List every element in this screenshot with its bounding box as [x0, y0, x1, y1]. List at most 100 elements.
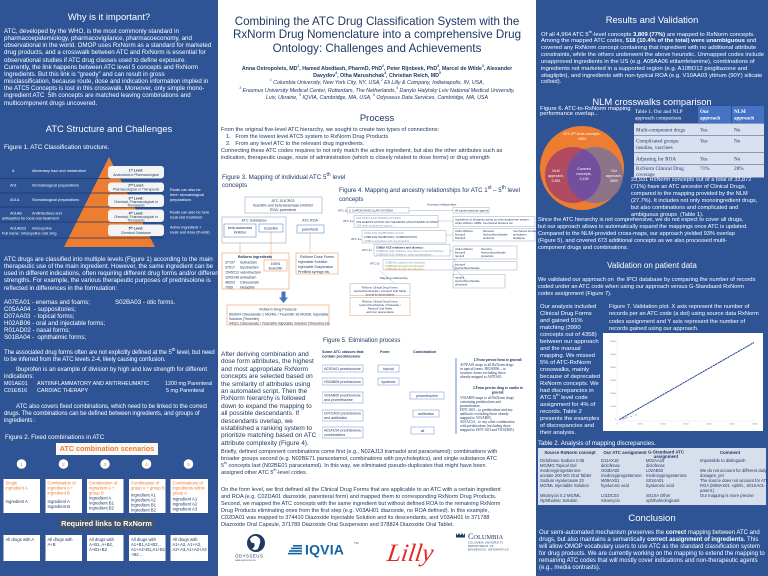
svg-text:A01AC54 prednisolone,: A01AC54 prednisolone, [324, 429, 362, 433]
svg-text:10000: 10000 [637, 424, 644, 426]
svg-text:Prefilled syringe etc.: Prefilled syringe etc. [298, 270, 330, 274]
svg-text:ticarcillin and beta-lactamase: ticarcillin and beta-lactamase inhibitor [253, 204, 314, 208]
svg-text:antibiotics: antibiotics [418, 412, 434, 416]
svg-text:here: stomatological: here: stomatological [170, 193, 204, 197]
svg-text:50000: 50000 [729, 424, 736, 426]
svg-text:10000: 10000 [610, 406, 617, 408]
svg-text:A1+A2, A1+A3,: A1+A2, A1+A3, [173, 542, 202, 547]
svg-text:group B: group B [89, 491, 104, 496]
svg-text:antiseptics for local oral tre: antiseptics for local oral treatment [2, 217, 60, 221]
svg-text:Ingredient A2: Ingredient A2 [173, 502, 198, 507]
svg-text:lisinopril: lisinopril [455, 251, 465, 255]
svg-text:felodipine: felodipine [513, 236, 525, 240]
svg-text:A01AB: A01AB [10, 212, 22, 216]
svg-text:Mitomycin 0.2 MG/ML: Mitomycin 0.2 MG/ML [540, 493, 581, 498]
svg-text:minocycline: minocycline [32, 227, 52, 231]
svg-text:M09AX01: M09AX01 [601, 478, 620, 483]
svg-text:Diuretics: Diuretics [483, 229, 494, 233]
svg-text:hyaluronic acid: hyaluronic acid [646, 483, 675, 488]
svg-text:ingredient B: ingredient B [48, 491, 71, 496]
svg-text:A01A: A01A [10, 198, 20, 202]
svg-text:Stomatological preparations: Stomatological preparations [32, 198, 79, 202]
svg-text:3rd Level:: 3rd Level: [129, 196, 144, 201]
svg-text:C09 renin-angiotensin agents .: C09 renin-angiotensin agents ... [356, 224, 396, 228]
svg-text:DEPARTMENT OF: DEPARTMENT OF [468, 544, 494, 548]
svg-text:C09A ACE INHIBITORS, PLAIN: C09A ACE INHIBITORS, PLAIN [364, 231, 404, 235]
svg-text:NLM: NLM [552, 169, 560, 173]
svg-text:M02AA15: M02AA15 [646, 458, 665, 463]
svg-text:Lilly: Lilly [385, 540, 436, 567]
svg-text:NLM: NLM [734, 110, 746, 115]
svg-text:RxNorm Clinical Drug Forms:: RxNorm Clinical Drug Forms: [362, 285, 399, 289]
svg-text:4th Level:: 4th Level: [129, 211, 144, 216]
svg-text:Impossible to distinguish: Impossible to distinguish [700, 458, 746, 463]
svg-text:ROA: parenteral: ROA: parenteral [270, 208, 296, 212]
svg-text:lisinopril: lisinopril [455, 233, 465, 237]
svg-text:A1+B1,A2+B2...: A1+B1,A2+B2... [131, 542, 161, 547]
svg-text:0: 0 [615, 419, 617, 421]
svg-text:Chemical Substance: Chemical Substance [121, 231, 151, 235]
svg-text:C09BA02 ACE inhibitors and cal: C09BA02 ACE inhibitors and calcium chann… [376, 249, 444, 253]
svg-text:dosages, yet: dosages, yet [700, 473, 725, 478]
svg-text:tazobactam: tazobactam [240, 266, 259, 270]
svg-text:37197: 37197 [225, 261, 235, 265]
svg-text:A01AC54 – to any other combina: A01AC54 – to any other combination [460, 420, 515, 424]
svg-text:ticarcillin: ticarcillin [269, 267, 283, 271]
svg-text:lisinopril: lisinopril [455, 262, 465, 266]
svg-text:Hydrochlorothiazide: Hydrochlorothiazide [481, 251, 506, 255]
svg-text:RxNorm Clinical Drug Forms:: RxNorm Clinical Drug Forms: [362, 299, 399, 303]
svg-text:MG/ML Injectable Solution: MG/ML Injectable Solution [540, 483, 590, 488]
svg-text:Diuretics: Diuretics [481, 247, 492, 251]
svg-text:3: 3 [104, 462, 107, 468]
svg-text:combinations: combinations [324, 433, 345, 437]
svg-text:Diclofenac Sodium 0.05: Diclofenac Sodium 0.05 [540, 458, 585, 463]
svg-text:Ingredient A3: Ingredient A3 [173, 507, 198, 512]
svg-text:A: A [12, 169, 15, 173]
svg-text:4964: 4964 [578, 137, 586, 141]
svg-text:ACE inhibitors: ACE inhibitors [455, 229, 473, 233]
svg-text:Combination of: Combination of [131, 481, 160, 486]
svg-text:Chemical, Pharmacological or: Chemical, Pharmacological or [114, 200, 159, 204]
svg-text:BIOMEDICAL INFORMATICS: BIOMEDICAL INFORMATICS [468, 548, 509, 552]
svg-text:Chemical, Pharmacological or: Chemical, Pharmacological or [114, 215, 159, 219]
svg-text:ATC 5th-level concepts,: ATC 5th-level concepts, [563, 131, 600, 136]
svg-text:mapped to V03AB05,: mapped to V03AB05, [460, 416, 492, 421]
svg-text:A+B: A+B [48, 542, 56, 547]
svg-text:A1+A2+B1,A1+B1: A1+A2+B1,A1+B1 [131, 547, 166, 552]
svg-text:48203: 48203 [225, 281, 235, 285]
svg-text:C09B combination with any diur: C09B combination with any diuretics ... [364, 239, 412, 243]
svg-text:systemic: systemic [382, 380, 396, 384]
svg-text:A+B1, A+B2,: A+B1, A+B2, [89, 542, 113, 547]
svg-text:ACE inhibitors: ACE inhibitors [455, 247, 473, 251]
svg-text:beta-lactamase: beta-lactamase [228, 226, 253, 230]
svg-text:S01KA01: S01KA01 [646, 478, 664, 483]
svg-text:and antibiotics: and antibiotics [324, 416, 347, 420]
svg-text:G-Standaard ATC: G-Standaard ATC [648, 450, 685, 455]
svg-text:topical: topical [383, 367, 394, 371]
svg-text:A07EA01 maps to all RxNorm dru: A07EA01 maps to all RxNorm drugs [460, 363, 514, 367]
svg-text:Ingredient A: Ingredient A [48, 499, 71, 504]
svg-text:G03DA02: G03DA02 [601, 468, 620, 473]
svg-text:RxNorm Ingredients: RxNorm Ingredients [238, 255, 272, 259]
svg-text:50000: 50000 [610, 354, 617, 356]
svg-text:Injectable Solution: Injectable Solution [298, 260, 327, 264]
svg-text:and their descendants: and their descendants [366, 310, 394, 314]
svg-text:Clavulanate: Clavulanate [240, 281, 259, 285]
svg-text:1009148: 1009148 [225, 276, 239, 280]
svg-text:concepts,: concepts, [576, 172, 591, 176]
svg-text:Therapeutic: Therapeutic [127, 204, 145, 208]
svg-text:ATC 5th: ATC 5th [370, 262, 380, 266]
svg-text:in topical forms, H02AB06 – to: in topical forms, H02AB06 – to [460, 367, 506, 372]
svg-text:A01: A01 [10, 184, 17, 188]
svg-text:mitomycin: mitomycin [601, 498, 621, 503]
svg-text:Ca-channel blockers: Ca-channel blockers [513, 229, 536, 233]
svg-text:Ingredient B1: Ingredient B1 [89, 501, 115, 506]
svg-text:Combinations of: Combinations of [173, 481, 204, 486]
svg-text:Yes: Yes [700, 128, 708, 134]
svg-text:40000: 40000 [610, 367, 617, 369]
svg-text:Our mapping is more precise: Our mapping is more precise [700, 493, 754, 498]
svg-text:D11AX18: D11AX18 [601, 458, 619, 463]
svg-text:All drugs with: All drugs with [48, 537, 74, 542]
svg-text:Hydrochlorothiazide / Piretani: Hydrochlorothiazide / Piretanide / [359, 303, 400, 307]
svg-text:2.From precise drug to combo t: 2.From precise drug to combo to [473, 386, 523, 390]
